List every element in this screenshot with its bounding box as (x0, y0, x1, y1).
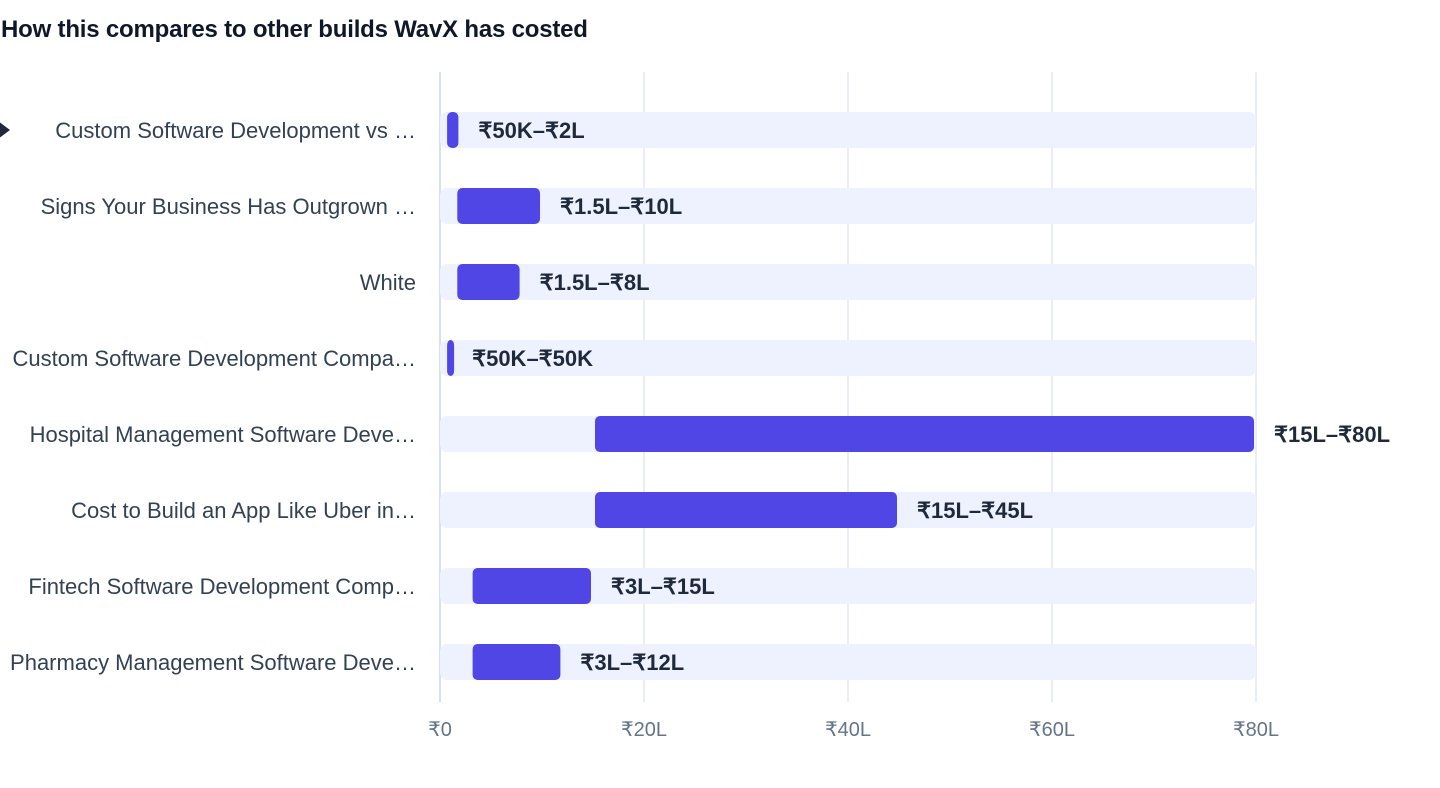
x-tick-label: ₹40L (825, 719, 871, 741)
row-label[interactable]: Pharmacy Management Software Deve… (10, 650, 416, 675)
range-bar[interactable] (595, 416, 1254, 452)
bar-track (440, 188, 1256, 224)
row-label[interactable]: Custom Software Development vs … (55, 118, 416, 143)
range-value-label: ₹15L–₹80L (1274, 422, 1390, 447)
bar-track (440, 340, 1256, 376)
x-tick-label: ₹0 (428, 719, 452, 741)
bar-track (440, 644, 1256, 680)
range-value-label: ₹3L–₹15L (611, 574, 715, 599)
range-value-label: ₹1.5L–₹10L (560, 194, 682, 219)
row-label[interactable]: Custom Software Development Compa… (13, 346, 417, 371)
range-bar[interactable] (447, 112, 459, 148)
bar-track (440, 112, 1256, 148)
row-label[interactable]: Cost to Build an App Like Uber in… (71, 498, 416, 523)
x-tick-label: ₹80L (1233, 719, 1279, 741)
range-bar[interactable] (472, 644, 561, 680)
range-bar[interactable] (447, 340, 455, 376)
x-tick-label: ₹60L (1029, 719, 1075, 741)
x-tick-label: ₹20L (621, 719, 667, 741)
row-label[interactable]: Hospital Management Software Deve… (30, 422, 416, 447)
row-label[interactable]: White (360, 270, 416, 295)
range-value-label: ₹1.5L–₹8L (540, 270, 650, 295)
chart-title: How this compares to other builds WavX h… (1, 16, 588, 43)
range-value-label: ₹15L–₹45L (917, 498, 1033, 523)
bar-track (440, 568, 1256, 604)
current-row-marker-icon (0, 122, 10, 138)
row-label[interactable]: Signs Your Business Has Outgrown … (41, 194, 416, 219)
range-bar[interactable] (457, 264, 520, 300)
range-bar[interactable] (595, 492, 897, 528)
range-bar[interactable] (457, 188, 540, 224)
row-label[interactable]: Fintech Software Development Comp… (28, 574, 416, 599)
range-bar[interactable] (472, 568, 591, 604)
bar-track (440, 264, 1256, 300)
range-value-label: ₹3L–₹12L (580, 650, 684, 675)
range-value-label: ₹50K–₹2L (478, 118, 584, 143)
range-value-label: ₹50K–₹50K (472, 346, 593, 371)
